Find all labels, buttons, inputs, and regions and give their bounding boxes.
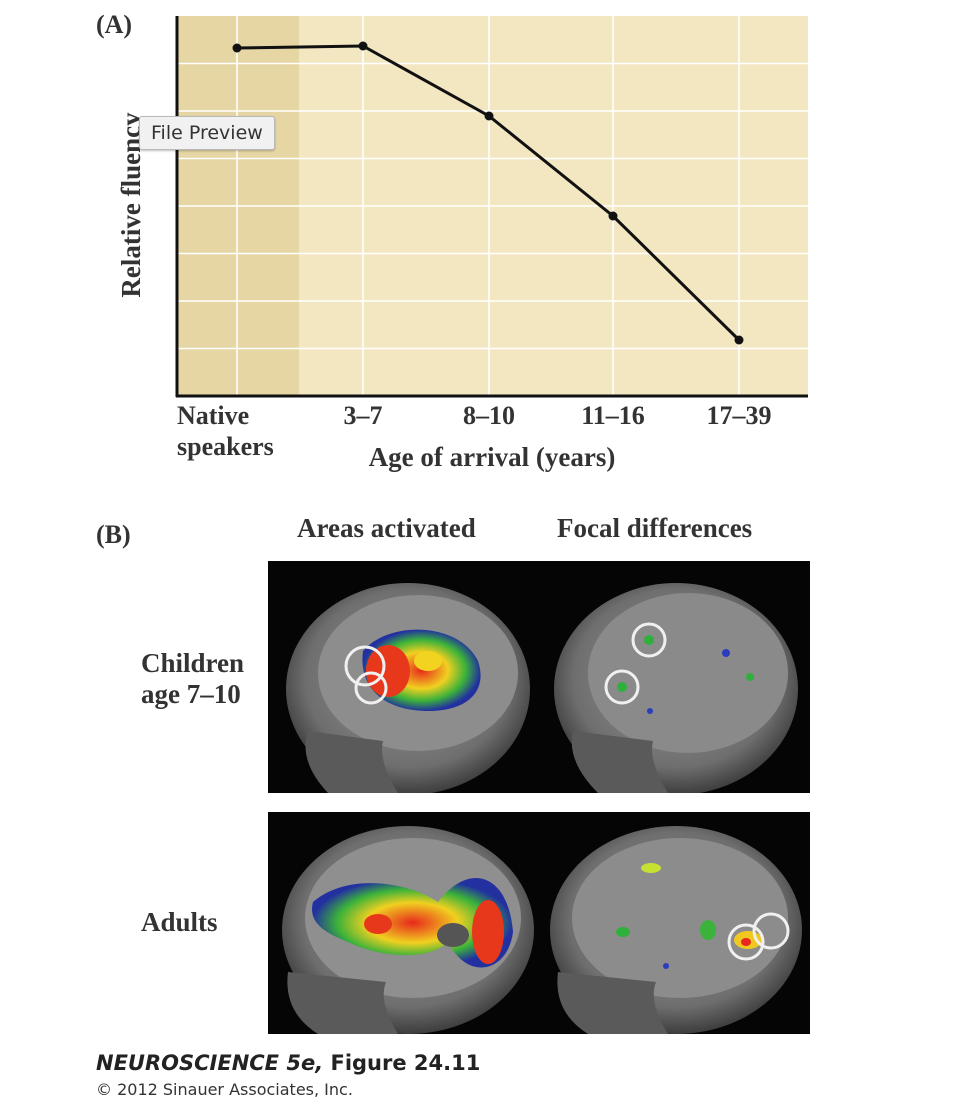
figure-number: Figure 24.11 <box>330 1051 481 1075</box>
file-preview-tooltip: File Preview <box>139 116 275 150</box>
data-point <box>358 41 368 51</box>
row-label-children-line2: age 7–10 <box>141 679 241 709</box>
data-point <box>734 335 744 345</box>
panel-a-label: (A) <box>96 10 133 39</box>
book-title: NEUROSCIENCE 5e, <box>96 1051 324 1075</box>
col-header-focal-differences: Focal differences <box>557 513 753 543</box>
copyright-notice: © 2012 Sinauer Associates, Inc. <box>96 1080 353 1099</box>
x-tick-label: 11–16 <box>581 401 645 430</box>
col-header-areas-activated: Areas activated <box>297 513 476 543</box>
row-label-children-line1: Children <box>141 648 245 678</box>
x-tick-label: 17–39 <box>707 401 772 430</box>
brain-scan-children <box>268 561 810 793</box>
brain-scan-adults <box>268 812 810 1034</box>
x-axis-label: Age of arrival (years) <box>369 442 616 472</box>
data-point <box>232 43 242 53</box>
data-point <box>608 211 618 221</box>
figure-caption: NEUROSCIENCE 5e, Figure 24.11 <box>96 1051 480 1075</box>
row-label-adults: Adults <box>141 907 218 937</box>
x-tick-label: Native speakers <box>177 401 274 461</box>
data-point <box>484 111 494 121</box>
x-tick-label: 3–7 <box>344 401 383 430</box>
x-tick-label: 8–10 <box>463 401 515 430</box>
panel-b-label: (B) <box>96 520 131 549</box>
row-label-children: Children age 7–10 <box>141 648 244 710</box>
brain-scan-children-image <box>286 583 798 793</box>
brain-scan-adults-image <box>282 826 802 1034</box>
fluency-line-chart: Native speakers 3–7 8–10 11–16 17–39 Age of ar… <box>116 16 808 472</box>
